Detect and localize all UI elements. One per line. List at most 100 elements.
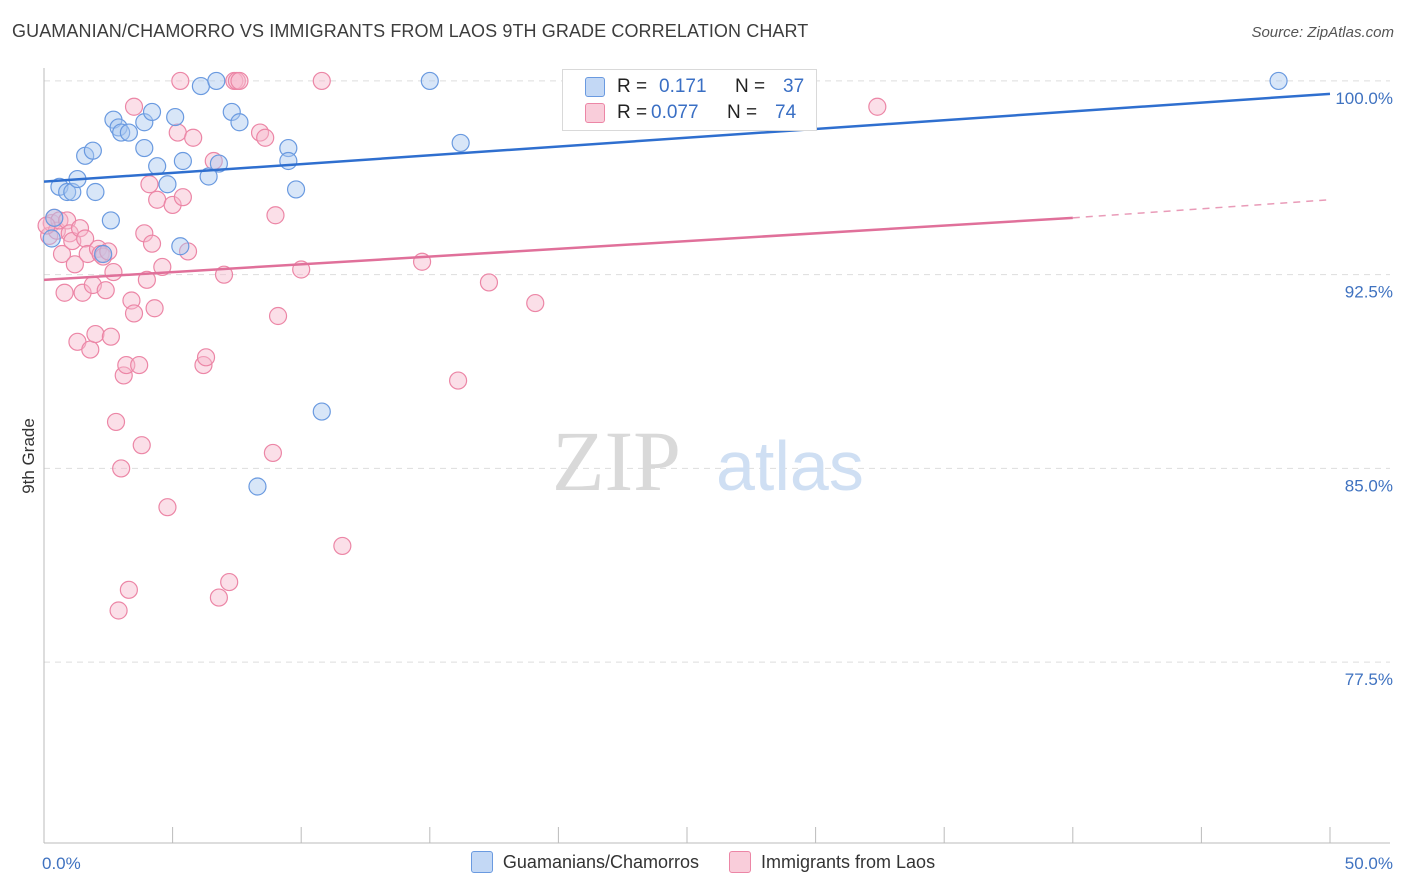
point-laos	[268, 306, 288, 326]
point-guamanian	[45, 208, 64, 227]
point-laos	[124, 304, 144, 323]
point-laos	[99, 242, 118, 261]
point-laos	[184, 128, 203, 147]
legend-swatch-blue	[470, 851, 493, 873]
point-guamanian	[230, 113, 249, 132]
axes: 9th Grade	[19, 68, 1390, 844]
point-guamanian	[109, 118, 128, 137]
watermark-atlas: atlas	[716, 427, 864, 505]
point-guamanian	[135, 138, 154, 158]
point-laos	[76, 229, 95, 248]
point-laos	[101, 327, 120, 346]
x-tick-label: 50.0%	[1345, 854, 1393, 873]
point-laos	[196, 348, 216, 367]
legend-item-laos[interactable]: Immigrants from Laos	[729, 851, 935, 873]
point-laos	[86, 324, 105, 344]
point-laos	[52, 244, 72, 264]
point-laos	[114, 366, 133, 385]
point-laos	[266, 206, 285, 225]
legend-label-guamanian: Guamanians/Chamorros	[502, 851, 700, 872]
y-tick-label: 100.0%	[1335, 89, 1393, 108]
point-laos	[96, 281, 115, 300]
point-laos	[526, 293, 545, 313]
point-laos	[448, 371, 468, 390]
point-guamanian	[173, 151, 192, 171]
legend-item-guamanian[interactable]: Guamanians/Chamorros	[470, 851, 700, 873]
point-guamanian	[191, 76, 210, 96]
point-laos	[479, 273, 499, 292]
y-axis-label: 9th Grade	[19, 418, 38, 494]
legend-r-label: R =	[617, 102, 648, 123]
trend-line-laos	[43, 216, 1073, 282]
point-laos	[112, 459, 131, 478]
point-laos	[153, 257, 172, 277]
legend-row-guamanian: R = 0.171 N = 37	[585, 75, 804, 99]
series-laos-points	[37, 71, 887, 620]
y-tick-label: 77.5%	[1345, 670, 1393, 689]
point-guamanian	[86, 182, 105, 202]
trend-lines	[43, 92, 1331, 282]
point-guamanian	[142, 102, 162, 122]
point-laos	[220, 572, 239, 592]
point-guamanian	[312, 402, 331, 421]
point-guamanian	[1269, 71, 1288, 91]
legend-swatch-blue	[585, 77, 605, 97]
tick-labels: 100.0% 92.5% 85.0% 77.5% 0.0% 50.0%	[42, 89, 1393, 873]
point-laos	[868, 97, 887, 116]
point-guamanian	[112, 123, 131, 142]
watermark-zip: ZIP	[552, 413, 681, 509]
point-laos	[70, 219, 90, 238]
point-laos	[106, 412, 126, 432]
chart-title: GUAMANIAN/CHAMORRO VS IMMIGRANTS FROM LA…	[12, 21, 809, 41]
point-laos	[130, 355, 149, 375]
point-laos	[145, 299, 164, 318]
legend-n-value: 37	[783, 76, 805, 97]
point-laos	[119, 580, 138, 599]
point-guamanian	[451, 133, 470, 153]
point-laos	[168, 123, 187, 142]
y-tick-label: 92.5%	[1345, 283, 1393, 302]
point-laos	[142, 234, 162, 253]
point-guamanian	[119, 123, 138, 142]
point-laos	[137, 270, 156, 289]
point-guamanian	[58, 182, 77, 202]
point-guamanian	[279, 138, 298, 158]
legend-swatch-pink	[585, 103, 605, 123]
point-guamanian	[207, 71, 226, 91]
point-laos	[158, 498, 177, 517]
legend-r-value: 0.171	[659, 76, 707, 97]
point-guamanian	[42, 229, 61, 248]
point-guamanian	[248, 477, 267, 496]
x-tick-label: 0.0%	[42, 854, 81, 873]
point-laos	[250, 123, 270, 142]
point-laos	[171, 71, 190, 91]
series-legend: Guamanians/Chamorros Immigrants from Lao…	[0, 851, 1406, 873]
point-guamanian	[209, 154, 228, 173]
watermark: ZIP atlas	[552, 413, 864, 509]
point-laos	[148, 190, 167, 209]
trend-line-guamanian	[43, 92, 1331, 183]
stats-legend: R = 0.171 N = 37 R = 0.077 N = 74	[562, 69, 817, 131]
legend-swatch-pink	[729, 851, 752, 873]
legend-row-laos: R = 0.077 N = 74	[585, 101, 796, 125]
point-guamanian	[420, 71, 439, 91]
point-guamanian	[199, 167, 218, 186]
point-guamanian	[83, 141, 102, 160]
point-guamanian	[279, 151, 298, 171]
point-laos	[209, 588, 228, 607]
legend-n-label: N =	[727, 102, 758, 123]
point-guamanian	[171, 237, 190, 256]
point-guamanian	[94, 244, 113, 264]
point-laos	[140, 175, 159, 194]
source-label: Source: ZipAtlas.com	[1251, 24, 1394, 41]
point-laos	[173, 188, 192, 207]
point-laos	[132, 436, 151, 455]
y-tick-label: 85.0%	[1345, 476, 1393, 495]
point-laos	[78, 244, 97, 264]
point-laos	[333, 536, 352, 556]
point-laos	[109, 601, 128, 620]
legend-r-label: R =	[617, 76, 648, 97]
point-laos	[263, 443, 283, 463]
legend-label-laos: Immigrants from Laos	[761, 851, 936, 872]
legend-r-value: 0.077	[651, 102, 699, 123]
